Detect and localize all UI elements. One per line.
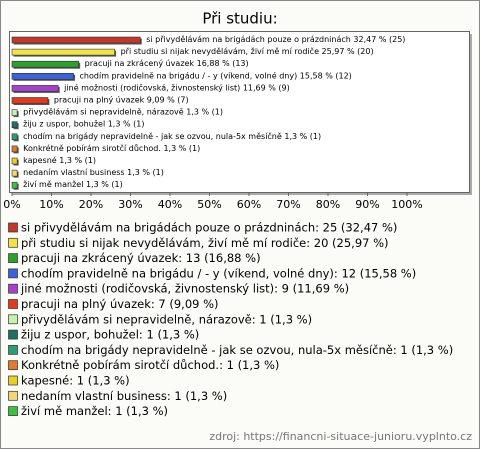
category-label: jiné možnosti (rodičovská, živnostenský … [63,82,240,92]
bar-label: živí mě manžel 1,3 % (1) [23,180,123,189]
bar-label: Konkrétně pobírám sirotčí důchod. 1,3 % … [23,142,200,152]
bar-label: pracuji na plný úvazek 9,09 % (7) [54,95,189,104]
bar [11,121,18,128]
legend-swatch [8,390,18,401]
x-tick-label: 10% [39,198,63,211]
legend-label: jiné možnosti (rodičovská, živnostenský … [20,282,349,296]
category-label: nedaním vlastní business [23,168,124,177]
legend-swatch [8,329,18,340]
bar [11,60,79,68]
bar-label: si přivydělávám na brigádách pouze o prá… [146,35,405,44]
value-label: 15,58 % (12) [300,71,352,80]
bar-label: přivydělávám si nepravidelně, nárazově 1… [23,107,223,116]
bar-label: nedaním vlastní business 1,3 % (1) [23,168,164,177]
bar-label: pracuji na zkrácený úvazek 16,88 % (13) [85,59,249,68]
legend-swatch [8,237,18,248]
x-tick-label: 20% [79,198,103,211]
x-tick-label: 60% [237,198,261,211]
category-label: žiju z uspor, bohužel [23,119,105,128]
legend-swatch [8,283,18,294]
legend-label: si přivydělávám na brigádách pouze o prá… [21,221,397,235]
bar-label: při studiu si nijak nevydělávám, živí mě… [121,46,374,56]
value-label: 16,88 % (13) [197,59,249,68]
legend-label: při studiu si nijak nevydělávám, živí mě… [21,236,389,250]
legend-label: chodím pravidelně na brigádu / - y (víke… [21,266,416,280]
legend-label: Konkrétně pobírám sirotčí důchod.: 1 (1,… [21,358,279,372]
bar [11,133,18,141]
legend-swatch [8,222,18,233]
category-label: pracuji na plný úvazek [54,95,145,104]
legend-label: žiju z uspor, bohužel: 1 (1,3 %) [21,328,199,342]
x-tick-label: 50% [197,198,221,211]
x-tick-label: 30% [118,198,142,211]
chart-title: Při studiu: [202,10,277,28]
category-label: Konkrétně pobírám sirotčí důchod. [23,142,161,152]
value-label: 1,3 % (1) [186,107,223,116]
bar [11,109,18,116]
category-label: si přivydělávám na brigádách pouze o prá… [146,35,351,44]
category-label: pracuji na zkrácený úvazek [85,59,195,68]
x-tick-label: 0% [3,198,20,211]
legend-swatch [8,253,18,263]
value-label: 1,3 % (1) [284,131,321,140]
bar [11,73,74,80]
bar-label: žiju z uspor, bohužel 1,3 % (1) [23,119,144,128]
value-label: 11,69 % (9) [243,83,290,92]
legend-swatch [8,375,18,386]
legend-swatch [8,360,18,371]
bar [11,36,141,44]
x-tick-label: 40% [158,198,182,211]
bar [11,97,49,104]
plot-area [9,31,470,193]
bar [11,85,59,92]
x-tick-label: 70% [276,198,300,211]
legend-label: přivydělávám si nepravidelně, nárazově: … [21,312,312,326]
bar-label: chodím pravidelně na brigádu / - y (víke… [80,70,352,80]
bar-label: jiné možnosti (rodičovská, živnostenský … [63,82,290,92]
category-label: při studiu si nijak nevydělávám, živí mě… [121,46,319,56]
legend-label: chodím na brigády nepravidelně - jak se … [21,343,453,357]
bar [11,48,115,56]
legend-label: kapesné: 1 (1,3 %) [21,374,130,388]
legend-swatch [8,268,18,279]
value-label: 1,3 % (1) [127,168,164,177]
category-label: kapesné [23,155,57,165]
value-label: 1,3 % (1) [108,119,145,128]
category-label: chodím na brigády nepravidelně - jak se … [23,130,282,140]
legend-swatch [8,299,18,309]
legend-label: nedaním vlastní business: 1 (1,3 %) [21,389,227,403]
legend-label: pracuji na zkrácený úvazek: 13 (16,88 %) [21,251,261,265]
bar [11,157,18,165]
bar-label: chodím na brigády nepravidelně - jak se … [23,130,321,140]
value-label: 9,09 % (7) [147,95,189,104]
value-label: 25,97 % (20) [322,47,374,56]
bar [11,169,18,177]
value-label: 1,3 % (1) [59,156,96,165]
value-label: 1,3 % (1) [163,143,200,152]
bar [11,181,18,189]
category-label: chodím pravidelně na brigádu / - y (víke… [80,70,298,80]
bar [11,145,18,153]
legend-label: pracuji na plný úvazek: 7 (9,09 %) [21,297,219,311]
bar-label: kapesné 1,3 % (1) [23,155,96,165]
legend-swatch [8,406,18,416]
legend-swatch [8,345,18,355]
x-tick-label: 100% [391,198,422,211]
source: zdroj: https://financni-situace-junioru.… [209,430,472,443]
legend-label: živí mě manžel: 1 (1,3 %) [21,404,168,418]
category-label: živí mě manžel [23,180,83,189]
legend-swatch [8,314,18,325]
x-tick-label: 90% [355,198,379,211]
value-label: 1,3 % (1) [86,180,123,189]
value-label: 32,47 % (25) [353,35,405,44]
x-tick-label: 80% [316,198,340,211]
category-label: přivydělávám si nepravidelně, nárazově [23,107,184,116]
